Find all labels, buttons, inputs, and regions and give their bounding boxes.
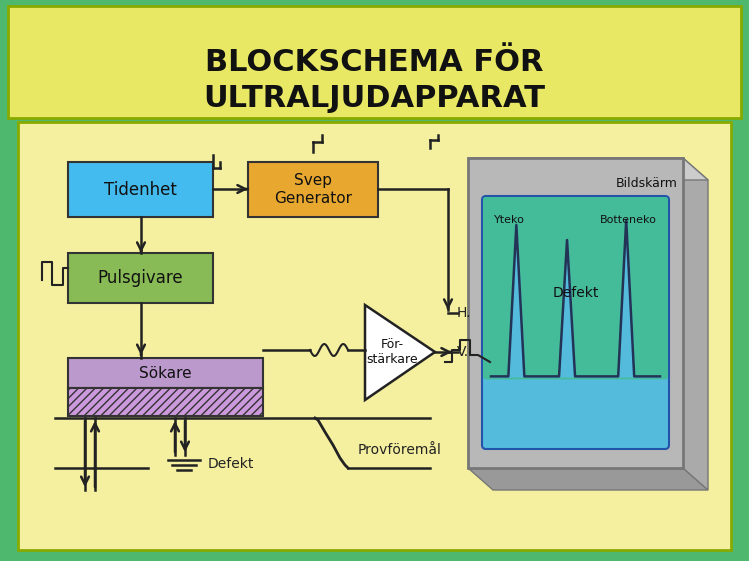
Polygon shape bbox=[468, 158, 708, 180]
Bar bbox=[248, 162, 378, 217]
Text: V.: V. bbox=[457, 345, 469, 359]
Bar bbox=[68, 253, 213, 303]
Text: Provföremål: Provföremål bbox=[358, 443, 442, 457]
FancyBboxPatch shape bbox=[482, 196, 669, 449]
Text: Tidenhet: Tidenhet bbox=[104, 181, 177, 199]
Text: BLOCKSCHEMA FÖR: BLOCKSCHEMA FÖR bbox=[204, 48, 543, 76]
Bar bbox=[68, 358, 263, 388]
Text: Sökare: Sökare bbox=[139, 366, 191, 380]
Bar bbox=[18, 122, 731, 550]
Text: Defekt: Defekt bbox=[208, 457, 255, 471]
Text: Pulsgivare: Pulsgivare bbox=[97, 269, 184, 287]
Polygon shape bbox=[683, 158, 708, 490]
Bar bbox=[68, 388, 263, 416]
Text: Defekt: Defekt bbox=[552, 286, 598, 300]
Text: Yteko: Yteko bbox=[494, 215, 525, 225]
Text: H.: H. bbox=[457, 306, 472, 320]
Text: ULTRALJUDAPPARAT: ULTRALJUDAPPARAT bbox=[203, 84, 545, 113]
Text: För-
stärkare: För- stärkare bbox=[366, 338, 418, 366]
FancyBboxPatch shape bbox=[483, 197, 668, 379]
Bar bbox=[8, 6, 741, 118]
Polygon shape bbox=[365, 305, 435, 400]
Text: Botteneko: Botteneko bbox=[600, 215, 657, 225]
Bar bbox=[468, 158, 683, 468]
Text: Svep
Generator: Svep Generator bbox=[274, 173, 352, 206]
Text: Bildskärm: Bildskärm bbox=[616, 177, 678, 190]
Polygon shape bbox=[468, 468, 708, 490]
Bar bbox=[68, 162, 213, 217]
